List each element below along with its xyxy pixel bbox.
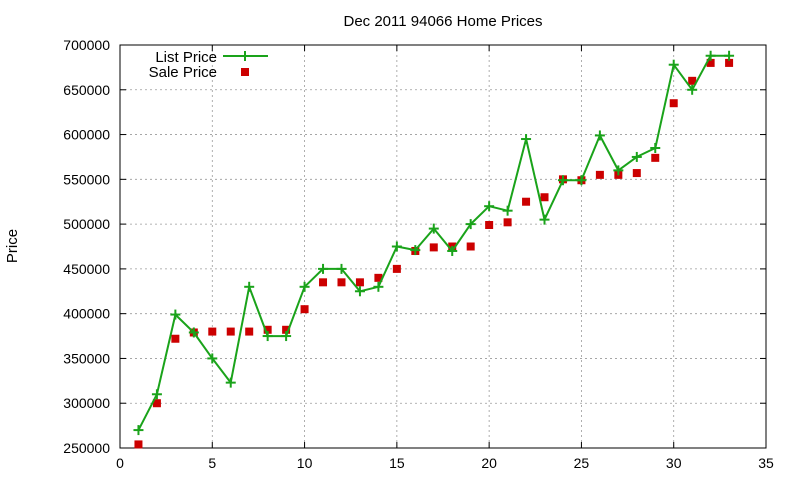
- series-layer: [133, 50, 735, 449]
- y-tick-label: 600000: [63, 127, 110, 143]
- sale-price-point: [392, 264, 401, 273]
- x-tick-label: 5: [208, 455, 216, 471]
- list-price-point: [410, 245, 421, 256]
- plot-frame: [119, 44, 767, 449]
- list-price-point: [354, 286, 365, 297]
- y-tick-label: 450000: [63, 261, 110, 277]
- sale-price-point: [355, 278, 364, 287]
- y-tick-label: 300000: [63, 395, 110, 411]
- legend-list-price-marker: [240, 51, 250, 61]
- list-price-point: [336, 263, 347, 274]
- sale-price-point: [688, 76, 697, 85]
- x-tick-label: 25: [574, 455, 590, 471]
- sale-price-point: [282, 325, 291, 334]
- list-price-point: [521, 134, 532, 145]
- sale-price-point: [226, 327, 235, 336]
- sale-price-point: [466, 242, 475, 251]
- legend-label-sale-price: Sale Price: [149, 64, 217, 81]
- y-tick-label: 650000: [63, 82, 110, 98]
- list-price-point: [133, 425, 144, 436]
- grid-lines: [120, 45, 766, 448]
- sale-price-point: [632, 169, 641, 178]
- y-tick-label: 500000: [63, 216, 110, 232]
- y-tick-label: 250000: [63, 440, 110, 456]
- sale-price-point: [485, 221, 494, 230]
- list-price-point: [244, 281, 255, 292]
- sale-price-point: [337, 278, 346, 287]
- x-tick-label: 10: [297, 455, 313, 471]
- list-price-point: [668, 59, 679, 70]
- x-tick-label: 0: [116, 455, 124, 471]
- list-price-point: [594, 130, 605, 141]
- list-price-point: [705, 50, 716, 61]
- list-price-point: [484, 201, 495, 212]
- sale-price-point: [263, 325, 272, 334]
- sale-price-point: [300, 305, 309, 314]
- list-price-point: [281, 331, 292, 342]
- list-price-point: [170, 309, 181, 320]
- y-tick-label: 700000: [63, 37, 110, 53]
- list-price-point: [262, 331, 273, 342]
- sale-price-point: [134, 440, 143, 449]
- y-tick-label: 400000: [63, 306, 110, 322]
- sale-price-point: [522, 197, 531, 206]
- sale-price-point: [429, 243, 438, 252]
- list-price-point: [613, 165, 624, 176]
- sale-price-point: [171, 334, 180, 343]
- list-price-point: [576, 175, 587, 186]
- list-price-point: [631, 151, 642, 162]
- list-price-point: [724, 50, 735, 61]
- x-tick-label: 20: [481, 455, 497, 471]
- sale-price-point: [669, 99, 678, 108]
- sale-price-point: [152, 399, 161, 408]
- list-price-point: [207, 353, 218, 364]
- sale-price-point: [245, 327, 254, 336]
- sale-price-point: [725, 58, 734, 67]
- y-tick-label: 550000: [63, 171, 110, 187]
- list-price-point: [557, 175, 568, 186]
- list-price-point: [225, 377, 236, 388]
- axis-ticks: 0 5 10 15 20 25 30 35 250000 300000 350000 400000 45…: [63, 37, 774, 471]
- sale-price-point: [503, 218, 512, 227]
- sale-price-point: [374, 273, 383, 282]
- y-axis-label: Price: [4, 229, 21, 263]
- x-tick-label: 30: [666, 455, 682, 471]
- y-tick-label: 350000: [63, 350, 110, 366]
- chart-title: Dec 2011 94066 Home Prices: [344, 13, 543, 30]
- sale-price-point: [208, 327, 217, 336]
- sale-price-point: [540, 193, 549, 202]
- list-price-point: [465, 219, 476, 230]
- legend-sale-price-marker: [241, 68, 249, 76]
- sale-price-point: [595, 170, 604, 179]
- list-price-point: [650, 142, 661, 153]
- list-price-point: [188, 327, 199, 338]
- list-price-point: [687, 84, 698, 95]
- list-price-point: [318, 263, 329, 274]
- legend: List Price Sale Price: [149, 49, 268, 81]
- sale-price-point: [651, 153, 660, 162]
- list-price-point: [373, 281, 384, 292]
- sale-price-point: [706, 58, 715, 67]
- sale-price-point: [319, 278, 328, 287]
- x-tick-label: 15: [389, 455, 405, 471]
- list-price-point: [447, 245, 458, 256]
- x-tick-label: 35: [758, 455, 774, 471]
- list-price-point: [539, 214, 550, 225]
- list-price-point: [502, 205, 513, 216]
- list-price-point: [151, 389, 162, 400]
- legend-label-list-price: List Price: [155, 49, 217, 66]
- list-price-point: [299, 281, 310, 292]
- list-price-point: [391, 241, 402, 252]
- list-price-point: [428, 223, 439, 234]
- list-price-line: [137, 54, 730, 431]
